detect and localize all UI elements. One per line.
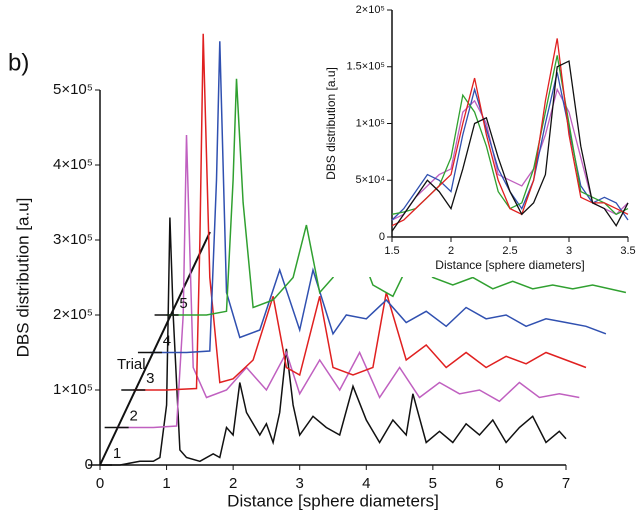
x-tick-label: 1.5 [384, 245, 399, 257]
y-tick-label: 5×10⁴ [355, 174, 385, 186]
x-tick-label: 2 [229, 475, 237, 492]
y-tick-label: 5×10⁵ [53, 81, 93, 98]
y-tick-label: 0 [379, 231, 385, 243]
series-line [391, 60, 629, 232]
y-tick-label: 1×10⁵ [53, 381, 93, 398]
x-tick-label: 3 [296, 475, 304, 492]
main-chart: 0123456701×10⁵2×10⁵3×10⁵4×10⁵5×10⁵Distan… [13, 33, 627, 510]
x-tick-label: 7 [562, 475, 570, 492]
x-tick-label: 3.5 [620, 245, 635, 257]
trial-label: 1 [113, 445, 121, 462]
y-tick-label: 1×10⁵ [356, 117, 385, 129]
x-tick-label: 1 [162, 475, 170, 492]
x-tick-label: 3 [566, 245, 572, 257]
series-line [116, 134, 580, 429]
y-axis-label: DBS distribution [a.u] [13, 198, 32, 358]
series-line [100, 217, 567, 466]
trial-label: 5 [179, 295, 187, 312]
y-tick-label: 2×10⁵ [53, 306, 93, 323]
x-tick-label: 2.5 [502, 245, 517, 257]
trial-annotation: Trial [117, 356, 146, 373]
x-tick-label: 5 [429, 475, 437, 492]
y-axis-label: DBS distribution [a.u] [324, 67, 338, 180]
y-tick-label: 1.5×10⁵ [346, 61, 385, 73]
y-tick-label: 2×10⁵ [356, 4, 385, 16]
trial-label: 4 [163, 332, 171, 349]
x-tick-label: 4 [362, 475, 370, 492]
x-tick-label: 2 [448, 245, 454, 257]
panel-label: b) [8, 49, 29, 76]
x-axis-label: Distance [sphere diameters] [227, 491, 439, 510]
series-line [391, 87, 629, 221]
y-tick-label: 4×10⁵ [53, 156, 93, 173]
trial-diagonal [99, 231, 211, 466]
series-line [391, 38, 629, 227]
y-tick-label: 3×10⁵ [53, 231, 93, 248]
inset-chart: 1.5 2 2.5 3 3.5 0 5×10⁴ 1×10⁵ 1.5×10⁵ 2×10⁵ Distan… [322, 0, 642, 277]
x-axis-label: Distance [sphere diameters] [435, 258, 584, 272]
inset-background [322, 0, 642, 277]
trial-label: 3 [146, 370, 154, 387]
x-tick-label: 6 [495, 475, 503, 492]
series-line [149, 41, 607, 354]
x-tick-label: 0 [96, 475, 104, 492]
series-line [133, 33, 587, 391]
trial-label: 2 [129, 407, 137, 424]
